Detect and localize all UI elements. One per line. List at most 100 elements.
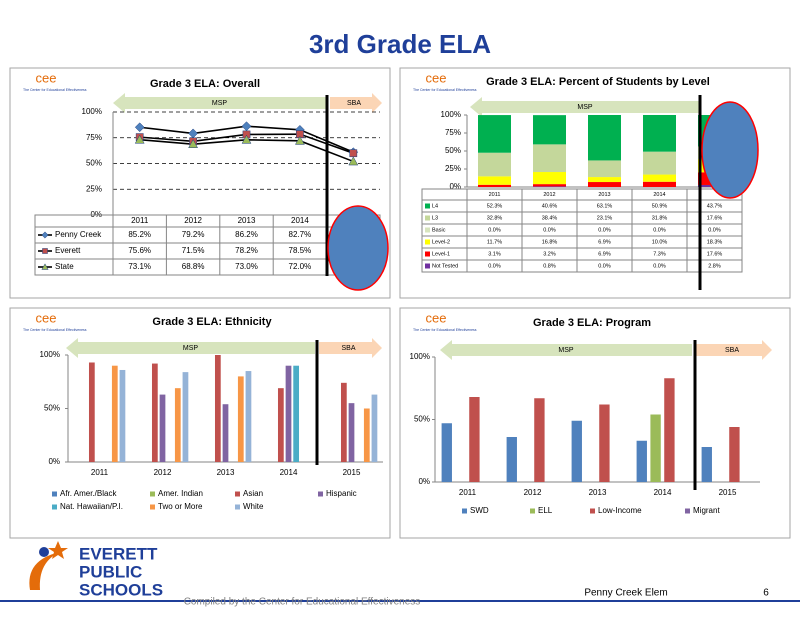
msp-arrow xyxy=(113,93,326,113)
legend-swatch xyxy=(425,203,430,209)
x-tick-label: 2015 xyxy=(719,488,737,497)
logo-tagline: The Center for Educational Effectiveness xyxy=(413,88,477,92)
legend-label: Afr. Amer./Black xyxy=(60,489,117,498)
bar xyxy=(340,382,347,462)
district-name: EVERETT xyxy=(79,544,158,563)
msp-arrow xyxy=(470,97,700,117)
sba-label: SBA xyxy=(347,100,361,107)
redaction-oval xyxy=(327,205,389,291)
y-tick-label: 100% xyxy=(441,110,461,119)
logo-tagline: The Center for Educational Effectiveness xyxy=(23,328,87,332)
value-label: 78.5% xyxy=(289,246,312,255)
legend-label: Asian xyxy=(243,489,263,498)
x-tick-label: 2012 xyxy=(524,488,542,497)
legend-swatch xyxy=(52,504,57,510)
value-label: 10.0% xyxy=(652,239,668,245)
page-number: 6 xyxy=(763,588,769,599)
bar xyxy=(534,398,545,482)
legend-swatch xyxy=(425,251,430,257)
legend-label: Not Tested xyxy=(432,263,458,269)
chart-title: Grade 3 ELA: Overall xyxy=(150,78,260,90)
value-label: 75.6% xyxy=(128,246,151,255)
bar-segment xyxy=(533,186,566,187)
legend-label: Everett xyxy=(55,246,81,255)
logo-mark: cee xyxy=(36,70,57,85)
school-name: Penny Creek Elem xyxy=(584,588,667,599)
bar xyxy=(441,423,452,482)
bar xyxy=(599,404,610,482)
y-tick-label: 50% xyxy=(44,404,60,413)
bar xyxy=(571,420,582,482)
bar-segment xyxy=(533,184,566,187)
value-label: 86.2% xyxy=(235,230,258,239)
marker xyxy=(348,156,359,166)
legend-label: L3 xyxy=(432,215,438,221)
value-label: 38.4% xyxy=(542,215,558,221)
legend-swatch xyxy=(590,508,595,514)
bar xyxy=(214,355,221,462)
legend-label: Amer. Indian xyxy=(158,489,203,498)
bar xyxy=(701,447,712,482)
value-label: 7.3% xyxy=(653,251,666,257)
value-label: 82.7% xyxy=(289,230,312,239)
value-label: 78.2% xyxy=(235,246,258,255)
msp-label: MSP xyxy=(183,345,199,352)
bar xyxy=(371,394,378,462)
bar-segment xyxy=(478,184,511,187)
value-label: 43.7% xyxy=(707,203,723,209)
legend-label: Level-1 xyxy=(432,251,450,257)
bar-segment xyxy=(478,115,511,153)
panel xyxy=(399,307,791,539)
bar xyxy=(111,365,118,462)
value-label: 73.1% xyxy=(128,262,151,271)
msp-label: MSP xyxy=(212,100,228,107)
y-tick-label: 75% xyxy=(445,128,461,137)
legend-swatch xyxy=(530,508,535,514)
legend-label: Basic xyxy=(432,227,446,233)
value-label: 68.8% xyxy=(182,262,205,271)
x-tick-label: 2012 xyxy=(184,216,202,225)
value-label: 17.6% xyxy=(707,251,723,257)
y-tick-label: 25% xyxy=(86,184,102,193)
x-tick-label: 2012 xyxy=(154,468,172,477)
marker xyxy=(41,231,49,239)
legend-swatch xyxy=(425,227,430,233)
district-name: PUBLIC xyxy=(79,562,142,581)
value-label: 0.8% xyxy=(543,263,556,269)
x-tick-label: 2014 xyxy=(654,488,672,497)
bar xyxy=(363,408,370,462)
value-label: 0.0% xyxy=(653,227,666,233)
bar-segment xyxy=(588,160,621,178)
x-tick-label: 2012 xyxy=(543,192,555,198)
bar xyxy=(159,394,166,462)
bar xyxy=(237,376,244,462)
msp-label: MSP xyxy=(558,347,574,354)
value-label: 0.0% xyxy=(488,227,501,233)
legend-swatch xyxy=(685,508,690,514)
legend-label: Hispanic xyxy=(326,489,357,498)
logo-tagline: The Center for Educational Effectiveness xyxy=(413,328,477,332)
y-tick-label: 0% xyxy=(48,457,60,466)
marker xyxy=(241,134,252,144)
marker xyxy=(134,134,145,144)
legend-swatch xyxy=(52,491,57,497)
bar-segment xyxy=(478,176,511,185)
chart-title: Grade 3 ELA: Ethnicity xyxy=(152,316,272,328)
x-tick-label: 2011 xyxy=(91,468,109,477)
legend-swatch xyxy=(150,491,155,497)
bar xyxy=(88,362,95,462)
msp-arrow xyxy=(440,340,692,360)
legend-label: Penny Creek xyxy=(55,230,102,239)
legend-label: ELL xyxy=(538,506,553,515)
value-label: 2.8% xyxy=(708,263,721,269)
bar xyxy=(650,414,661,482)
value-label: 72.0% xyxy=(289,262,312,271)
value-label: 6.9% xyxy=(598,239,611,245)
value-label: 0.0% xyxy=(488,263,501,269)
sba-arrow xyxy=(330,93,382,113)
bar xyxy=(293,365,300,462)
value-label: 79.2% xyxy=(182,230,205,239)
marker xyxy=(134,122,145,133)
bar-segment xyxy=(643,151,676,175)
